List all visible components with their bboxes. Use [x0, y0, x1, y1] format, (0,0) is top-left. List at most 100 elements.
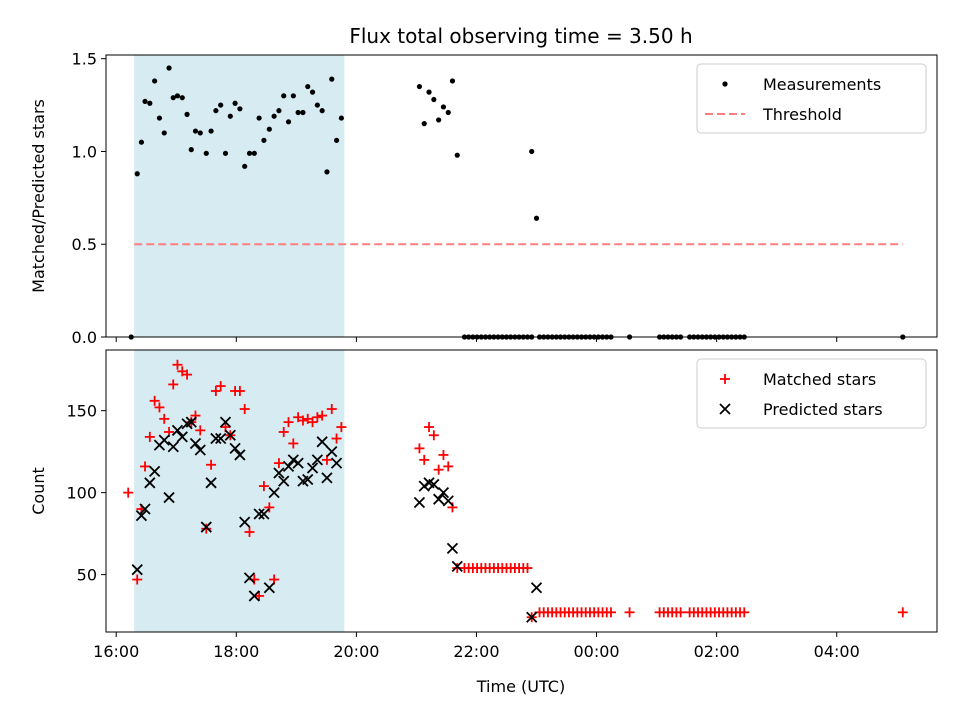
matched-star-marker [438, 449, 449, 460]
measurement-point [256, 115, 262, 121]
legend-marker-predicted [719, 403, 731, 415]
predicted-star-marker [526, 611, 538, 623]
matched-star-marker [331, 433, 342, 444]
x-tick-label: 00:00 [573, 642, 619, 661]
legend-marker-matched [720, 374, 730, 384]
measurement-point [166, 65, 172, 71]
predicted-star-marker [287, 454, 299, 466]
measurement-point [529, 148, 535, 155]
matched-star-marker [258, 481, 269, 492]
predicted-star-marker [167, 441, 179, 453]
predicted-star-marker [413, 496, 426, 509]
legend-label: Matched stars [763, 370, 876, 389]
y-axis-label-0: Matched/Predicted stars [29, 99, 48, 293]
predicted-star-marker [243, 572, 256, 584]
measurement-point [431, 96, 437, 103]
star-count-panel: 50 100 150 16:00 18:00 20:00 22:00 00:00 02:00 04… [29, 349, 938, 661]
matched-star-marker [182, 369, 193, 380]
predicted-star-marker [239, 516, 251, 528]
predicted-star-marker [148, 465, 161, 477]
measurement-point [242, 163, 248, 169]
matched-star-marker [297, 415, 308, 426]
measurement-point [276, 108, 282, 114]
predicted-star-marker [263, 582, 275, 594]
measurement-point [213, 108, 219, 114]
predicted-star-marker [278, 475, 290, 487]
predicted-star-marker [451, 560, 463, 573]
predicted-star-marker [530, 582, 543, 594]
matched-star-marker [159, 413, 170, 424]
x-tick-label: 04:00 [814, 642, 860, 661]
matched-star-marker [210, 385, 221, 396]
matched-star-marker [195, 425, 206, 436]
matched-star-marker [428, 430, 439, 441]
matched-star-marker [317, 410, 328, 421]
measurement-point [426, 89, 432, 95]
matched-star-marker [254, 590, 265, 601]
measurement-point [134, 171, 140, 177]
predicted-star-marker [229, 442, 241, 455]
predicted-star-marker [428, 478, 440, 491]
predicted-star-marker [248, 590, 260, 602]
measurement-point [227, 113, 233, 119]
predicted-star-marker [176, 431, 188, 443]
measurement-point [290, 93, 296, 99]
predicted-star-marker [185, 416, 197, 428]
y-tick-label: 1.5 [72, 50, 97, 69]
x-tick-label: 16:00 [93, 642, 139, 661]
measurement-point [319, 108, 325, 114]
y-axis-label-1: Count [29, 467, 48, 515]
y-tick-label: 1.0 [72, 142, 97, 161]
matched-star-marker [288, 438, 299, 449]
predicted-star-marker [418, 480, 430, 492]
predicted-star-marker [219, 416, 232, 428]
measurement-point [271, 113, 277, 119]
predicted-star-marker [326, 446, 338, 458]
predicted-star-marker [442, 495, 454, 507]
measurement-point [161, 130, 167, 136]
measurement-point [445, 109, 451, 116]
measurement-point [295, 109, 301, 116]
measurement-point [436, 117, 442, 123]
legend-box [696, 63, 927, 134]
predicted-star-marker [158, 434, 170, 446]
predicted-star-marker [268, 487, 280, 499]
predicted-star-marker [273, 467, 285, 479]
measurement-point [147, 100, 153, 106]
measurement-point [188, 147, 194, 153]
matched-star-marker [140, 461, 151, 472]
legend-marker-measurements [722, 81, 728, 87]
matched-star-marker [739, 607, 750, 618]
predicted-star-marker [139, 503, 151, 515]
predicted-star-marker [135, 509, 148, 522]
measurement-point [208, 128, 214, 134]
measurement-point [533, 215, 540, 221]
matched-star-marker [149, 395, 160, 406]
predicted-star-marker [131, 564, 143, 576]
measurement-point [232, 100, 238, 106]
x-tick-label: 18:00 [213, 642, 259, 661]
x-axis-label: Time (UTC) [476, 677, 565, 696]
legend-0: Measurements Threshold [696, 63, 927, 134]
matched-star-marker [264, 502, 275, 513]
y-tick-label: 50 [77, 566, 97, 585]
measurement-point [440, 104, 447, 110]
measurement-point [454, 152, 460, 158]
matched-star-marker [897, 607, 908, 618]
matched-star-marker [244, 526, 255, 537]
predicted-star-marker [302, 473, 314, 486]
measurement-point [203, 150, 209, 156]
measurement-point [170, 95, 176, 101]
matched-star-marker [312, 412, 323, 423]
predicted-star-marker [321, 472, 333, 484]
matched-star-marker [234, 385, 245, 396]
matched-star-marker [283, 417, 294, 428]
x-tick-label: 20:00 [333, 642, 379, 661]
predicted-star-marker [316, 436, 328, 448]
observing-span-0 [134, 55, 345, 337]
predicted-star-marker [311, 454, 323, 466]
legend-1: Matched stars Predicted stars [696, 358, 927, 429]
measurement-point [309, 89, 316, 95]
y-tick-label: 0.0 [72, 328, 97, 347]
matched-star-marker [215, 381, 226, 392]
